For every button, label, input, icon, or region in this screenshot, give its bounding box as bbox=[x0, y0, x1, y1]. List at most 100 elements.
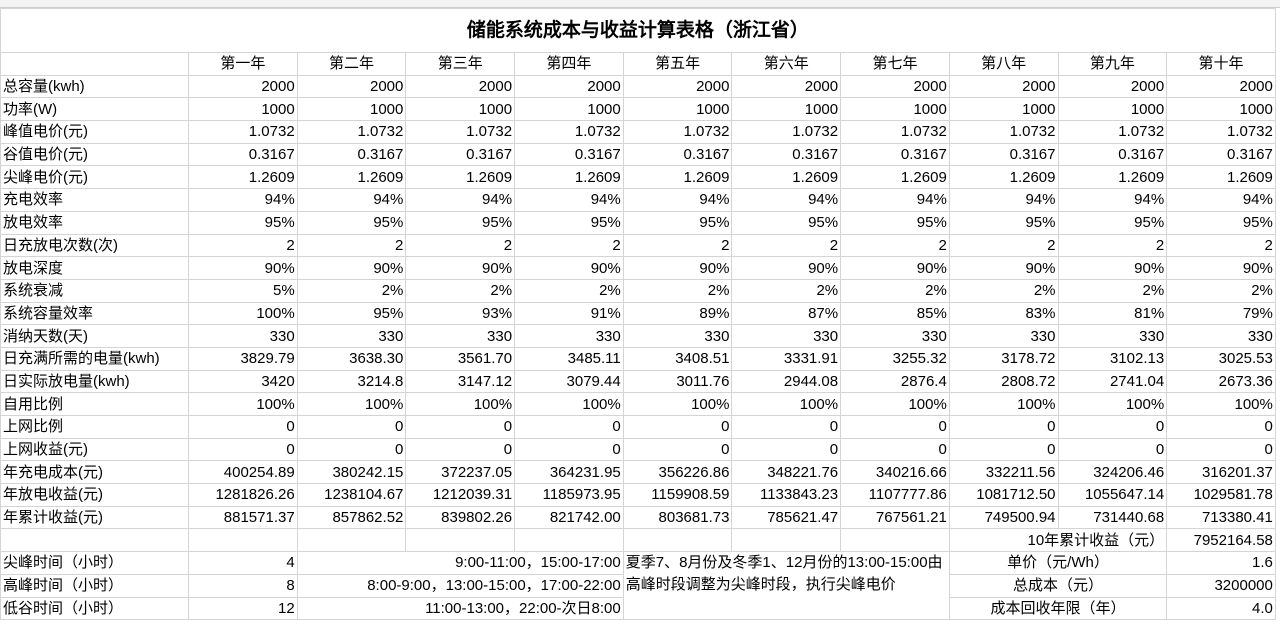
row-label: 上网比例 bbox=[0, 415, 189, 439]
value-cell: 348221.76 bbox=[731, 460, 842, 485]
row: 放电效率 95% 95% 95% 95% 95% 95% 95% 95% 95% 95% bbox=[0, 210, 1276, 235]
value-cell: 0 bbox=[840, 437, 950, 462]
row: 消纳天数(天) 330 330 330 330 330 330 330 330 330 330 bbox=[0, 324, 1276, 348]
value-cell: 1081712.50 bbox=[948, 483, 1059, 507]
value-cell: 3638.30 bbox=[296, 346, 407, 371]
value-cell: 94% bbox=[296, 188, 407, 212]
year-header: 第七年 bbox=[840, 52, 950, 76]
value-cell: 93% bbox=[405, 301, 516, 326]
value-cell: 0.3167 bbox=[1057, 142, 1168, 167]
value-cell: 2000 bbox=[622, 74, 733, 99]
row-label: 放电深度 bbox=[0, 256, 189, 280]
value-cell: 0 bbox=[405, 415, 516, 439]
row: 系统衰减 5% 2% 2% 2% 2% 2% 2% 2% 2% 2% bbox=[0, 278, 1276, 303]
value-cell: 0 bbox=[296, 437, 407, 462]
value-cell: 1.2609 bbox=[188, 165, 298, 190]
time-hours: 8 bbox=[188, 573, 298, 598]
value-cell: 94% bbox=[1166, 188, 1276, 212]
value-cell: 0 bbox=[405, 437, 516, 462]
cost-value: 4.0 bbox=[1166, 596, 1276, 621]
row: 10年累计收益（元） 7952164.58 bbox=[0, 528, 1276, 553]
value-cell: 1000 bbox=[622, 97, 733, 122]
year-header: 第十年 bbox=[1166, 52, 1276, 76]
value-cell: 95% bbox=[296, 301, 407, 326]
value-cell: 330 bbox=[731, 324, 842, 348]
value-cell: 95% bbox=[622, 210, 733, 235]
row: 系统容量效率 100% 95% 93% 91% 89% 87% 85% 83% 81% 79% bbox=[0, 301, 1276, 326]
empty-cell bbox=[0, 52, 189, 76]
value-cell: 0 bbox=[622, 415, 733, 439]
value-cell: 0.3167 bbox=[622, 142, 733, 167]
row-label: 年充电成本(元) bbox=[0, 460, 189, 485]
value-cell: 0 bbox=[514, 415, 624, 439]
empty-cell bbox=[188, 528, 298, 553]
value-cell: 0 bbox=[948, 437, 1059, 462]
value-cell: 3829.79 bbox=[188, 346, 298, 371]
value-cell: 2 bbox=[622, 233, 733, 258]
value-cell: 803681.73 bbox=[622, 505, 733, 530]
value-cell: 1.0732 bbox=[188, 120, 298, 144]
value-cell: 90% bbox=[1057, 256, 1168, 280]
value-cell: 100% bbox=[1057, 392, 1168, 416]
row-label: 谷值电价(元) bbox=[0, 142, 189, 167]
value-cell: 0.3167 bbox=[840, 142, 950, 167]
time-period: 11:00-13:00，22:00-次日8:00 bbox=[296, 596, 624, 621]
value-cell: 3331.91 bbox=[731, 346, 842, 371]
value-cell: 0 bbox=[731, 415, 842, 439]
value-cell: 881571.37 bbox=[188, 505, 298, 530]
time-period: 9:00-11:00，15:00-17:00 bbox=[296, 551, 624, 575]
value-cell: 94% bbox=[188, 188, 298, 212]
value-cell: 2000 bbox=[1166, 74, 1276, 99]
value-cell: 2% bbox=[405, 278, 516, 303]
value-cell: 713380.41 bbox=[1166, 505, 1276, 530]
value-cell: 1107777.86 bbox=[840, 483, 950, 507]
row-label: 自用比例 bbox=[0, 392, 189, 416]
value-cell: 100% bbox=[188, 392, 298, 416]
value-cell: 2 bbox=[1166, 233, 1276, 258]
value-cell: 87% bbox=[731, 301, 842, 326]
value-cell: 3079.44 bbox=[514, 369, 624, 394]
value-cell: 1.0732 bbox=[405, 120, 516, 144]
row: 日实际放电量(kwh) 3420 3214.8 3147.12 3079.44 3011.… bbox=[0, 369, 1276, 394]
empty-cell bbox=[622, 528, 733, 553]
value-cell: 3102.13 bbox=[1057, 346, 1168, 371]
row-label: 年累计收益(元) bbox=[0, 505, 189, 530]
value-cell: 330 bbox=[188, 324, 298, 348]
value-cell: 100% bbox=[514, 392, 624, 416]
value-cell: 1281826.26 bbox=[188, 483, 298, 507]
value-cell: 0 bbox=[1057, 437, 1168, 462]
value-cell: 1133843.23 bbox=[731, 483, 842, 507]
value-cell: 1029581.78 bbox=[1166, 483, 1276, 507]
value-cell: 94% bbox=[840, 188, 950, 212]
value-cell: 330 bbox=[1057, 324, 1168, 348]
value-cell: 0 bbox=[622, 437, 733, 462]
spreadsheet: 储能系统成本与收益计算表格（浙江省） 第一年 第二年 第三年 第四年 第五年 第六年 第七年第… bbox=[0, 8, 1276, 621]
value-cell: 1.2609 bbox=[296, 165, 407, 190]
value-cell: 2 bbox=[296, 233, 407, 258]
value-cell: 1.2609 bbox=[1166, 165, 1276, 190]
value-cell: 1000 bbox=[731, 97, 842, 122]
row-label: 日充放电次数(次) bbox=[0, 233, 189, 258]
value-cell: 100% bbox=[1166, 392, 1276, 416]
value-cell: 2% bbox=[948, 278, 1059, 303]
value-cell: 94% bbox=[948, 188, 1059, 212]
value-cell: 857862.52 bbox=[296, 505, 407, 530]
year-header: 第一年 bbox=[188, 52, 298, 76]
column-header-strip bbox=[0, 0, 1280, 8]
empty-cell bbox=[296, 528, 407, 553]
value-cell: 90% bbox=[405, 256, 516, 280]
row: 峰值电价(元) 1.0732 1.0732 1.0732 1.0732 1.0732 1.0… bbox=[0, 120, 1276, 144]
value-cell: 2876.4 bbox=[840, 369, 950, 394]
value-cell: 330 bbox=[1166, 324, 1276, 348]
value-cell: 0 bbox=[840, 415, 950, 439]
row-label: 消纳天数(天) bbox=[0, 324, 189, 348]
value-cell: 1000 bbox=[1057, 97, 1168, 122]
value-cell: 91% bbox=[514, 301, 624, 326]
row-label: 放电效率 bbox=[0, 210, 189, 235]
value-cell: 90% bbox=[296, 256, 407, 280]
row-label: 系统容量效率 bbox=[0, 301, 189, 326]
row: 充电效率 94% 94% 94% 94% 94% 94% 94% 94% 94% 94% bbox=[0, 188, 1276, 212]
value-cell: 2000 bbox=[1057, 74, 1168, 99]
value-cell: 0 bbox=[188, 415, 298, 439]
